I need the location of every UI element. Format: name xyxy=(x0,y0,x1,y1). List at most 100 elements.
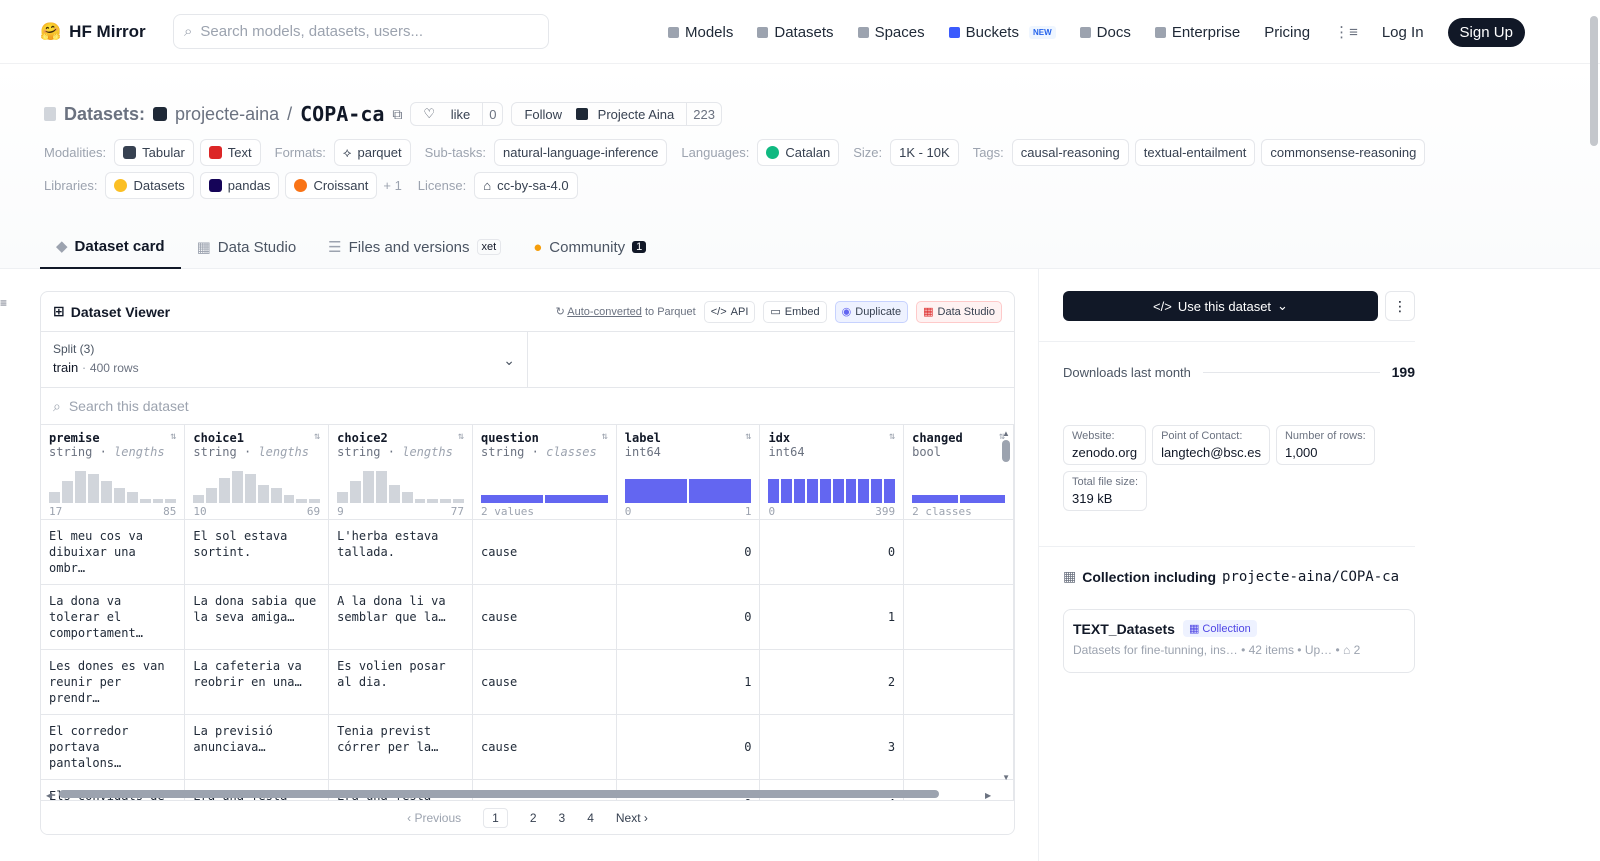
histogram-bar[interactable] xyxy=(232,470,243,503)
table-row[interactable]: El meu cos va dibuixar una ombr… El sol e… xyxy=(41,519,1014,585)
cell-label[interactable]: 0 xyxy=(616,584,761,650)
cell-question[interactable]: cause xyxy=(472,584,617,650)
page-3-button[interactable]: 3 xyxy=(558,810,566,825)
tag-language[interactable]: Catalan xyxy=(757,139,840,166)
cell-idx[interactable]: 2 xyxy=(759,649,905,715)
page-scrollbar[interactable] xyxy=(1590,16,1598,146)
histogram-bar[interactable] xyxy=(350,481,361,503)
cell-question[interactable]: cause xyxy=(472,714,617,780)
page-4-button[interactable]: 4 xyxy=(587,810,594,825)
cell-changed[interactable] xyxy=(903,519,1014,585)
histogram-bar[interactable] xyxy=(362,470,374,503)
histogram-bar[interactable] xyxy=(139,498,151,503)
tab-dataset-card[interactable]: ◆ Dataset card xyxy=(40,225,181,269)
table-hscroll-thumb[interactable] xyxy=(59,790,939,798)
histogram-bar[interactable] xyxy=(126,491,138,503)
histogram-bar[interactable] xyxy=(545,494,608,503)
table-row[interactable]: La dona va tolerar el comportament… La do… xyxy=(41,584,1014,650)
histogram-bar[interactable] xyxy=(427,498,439,503)
collection-card[interactable]: TEXT_Datasets ▦ Collection Datasets for f… xyxy=(1063,609,1415,673)
auto-converted-link[interactable]: Auto-converted xyxy=(567,306,642,318)
sort-icon[interactable]: ⇅ xyxy=(889,431,896,442)
histogram-bar[interactable] xyxy=(768,478,780,503)
like-button[interactable]: ♡ like 0 xyxy=(410,102,504,126)
histogram-bar[interactable] xyxy=(87,474,99,503)
cell-idx[interactable]: 0 xyxy=(759,519,905,585)
sort-icon[interactable]: ⇅ xyxy=(458,431,465,442)
cell-label[interactable]: 1 xyxy=(616,649,761,715)
tag-croissant[interactable]: Croissant xyxy=(285,172,378,199)
column-header-premise[interactable]: premise string · lengths ⇅ 17 85 xyxy=(41,425,186,520)
histogram-bar[interactable] xyxy=(845,478,857,503)
copy-icon[interactable]: ⧉ xyxy=(392,105,403,122)
split-select[interactable]: Split (3) train · 400 rows ⌄ xyxy=(41,332,528,387)
login-link[interactable]: Log In xyxy=(1382,24,1424,41)
tab-community[interactable]: ● Community 1 xyxy=(517,225,662,269)
cell-choice2[interactable]: Es volien posar al dia. xyxy=(328,649,474,715)
sort-icon[interactable]: ⇅ xyxy=(170,431,177,442)
repo-owner-link[interactable]: projecte-aina xyxy=(175,103,280,124)
histogram-bar[interactable] xyxy=(49,491,60,503)
nav-more-menu[interactable]: ⋮≡ xyxy=(1334,23,1358,41)
embed-button[interactable]: ▭ Embed xyxy=(763,300,827,323)
sort-icon[interactable]: ⇅ xyxy=(745,431,752,442)
nav-buckets[interactable]: Buckets NEW xyxy=(948,24,1056,41)
tag-datasets-lib[interactable]: Datasets xyxy=(105,172,194,199)
tab-files-and-versions[interactable]: ☰ Files and versions xet xyxy=(312,225,517,269)
search-input[interactable]: ⌕ Search models, datasets, users... xyxy=(173,14,549,49)
table-vscroll[interactable]: ▲ xyxy=(1002,429,1010,779)
column-header-label[interactable]: label int64 ⇅ 0 1 xyxy=(616,425,761,520)
histogram-bar[interactable] xyxy=(440,498,452,503)
dataset-search-input[interactable]: ⌕ Search this dataset xyxy=(41,388,1014,425)
histogram-bar[interactable] xyxy=(152,498,164,503)
histogram-bar[interactable] xyxy=(219,477,230,503)
cell-choice2[interactable]: A la dona li va semblar que la… xyxy=(328,584,474,650)
column-header-question[interactable]: question string · classes ⇅ 2 values xyxy=(472,425,617,520)
nav-datasets[interactable]: Datasets xyxy=(757,24,834,41)
cell-question[interactable]: cause xyxy=(472,519,617,585)
histogram-bar[interactable] xyxy=(193,495,205,503)
cell-label[interactable]: 0 xyxy=(616,714,761,780)
nav-enterprise[interactable]: Enterprise xyxy=(1154,24,1240,41)
tag-textual-entailment[interactable]: textual-entailment xyxy=(1134,139,1256,166)
histogram-bar[interactable] xyxy=(807,478,818,503)
nav-models[interactable]: Models xyxy=(668,24,733,41)
histogram-bar[interactable] xyxy=(244,474,256,503)
histogram-bar[interactable] xyxy=(206,488,218,503)
sidebar-toggle-icon[interactable]: ≡ xyxy=(0,296,8,310)
api-button[interactable]: </> API xyxy=(703,300,756,323)
histogram-bar[interactable] xyxy=(401,491,413,503)
histogram-bar[interactable] xyxy=(858,478,870,503)
duplicate-button[interactable]: ◉ Duplicate xyxy=(834,300,909,323)
more-libraries[interactable]: + 1 xyxy=(383,178,402,193)
cell-changed[interactable] xyxy=(903,649,1014,715)
cell-choice2[interactable]: Tenia previst córrer per la… xyxy=(328,714,474,780)
tag-subtask[interactable]: natural-language-inference xyxy=(494,139,668,166)
cell-choice1[interactable]: La previsió anunciava… xyxy=(184,714,330,780)
histogram-bar[interactable] xyxy=(453,498,465,503)
table-row[interactable]: El corredor portava pantalons… La previsi… xyxy=(41,714,1014,780)
sort-icon[interactable]: ⇅ xyxy=(601,431,608,442)
cell-changed[interactable] xyxy=(903,714,1014,780)
data-studio-button[interactable]: ▦ Data Studio xyxy=(916,300,1002,323)
histogram-bar[interactable] xyxy=(959,494,1005,503)
tag-size[interactable]: 1K - 10K xyxy=(890,139,959,166)
histogram-bar[interactable] xyxy=(74,470,86,503)
cell-premise[interactable]: El corredor portava pantalons… xyxy=(41,714,186,780)
tag-text[interactable]: Text xyxy=(199,139,261,166)
column-header-changed[interactable]: changed bool ⇅ 2 classes xyxy=(903,425,1014,520)
column-header-choice2[interactable]: choice2 string · lengths ⇅ 9 77 xyxy=(328,425,474,520)
histogram-bar[interactable] xyxy=(165,498,177,503)
nav-docs[interactable]: Docs xyxy=(1079,24,1131,41)
table-row[interactable]: Les dones es van reunir per prendr… La ca… xyxy=(41,649,1014,715)
column-header-choice1[interactable]: choice1 string · lengths ⇅ 10 69 xyxy=(184,425,330,520)
histogram-bar[interactable] xyxy=(337,491,349,503)
tag-pandas[interactable]: pandas xyxy=(199,172,280,199)
cell-premise[interactable]: El meu cos va dibuixar una ombr… xyxy=(41,519,186,585)
histogram-bar[interactable] xyxy=(296,498,308,503)
cell-choice1[interactable]: El sol estava sortint. xyxy=(184,519,330,585)
cell-idx[interactable]: 1 xyxy=(759,584,905,650)
tag-causal-reasoning[interactable]: causal-reasoning xyxy=(1011,139,1129,166)
histogram-bar[interactable] xyxy=(257,484,269,503)
cell-choice1[interactable]: La dona sabia que la seva amiga… xyxy=(184,584,330,650)
